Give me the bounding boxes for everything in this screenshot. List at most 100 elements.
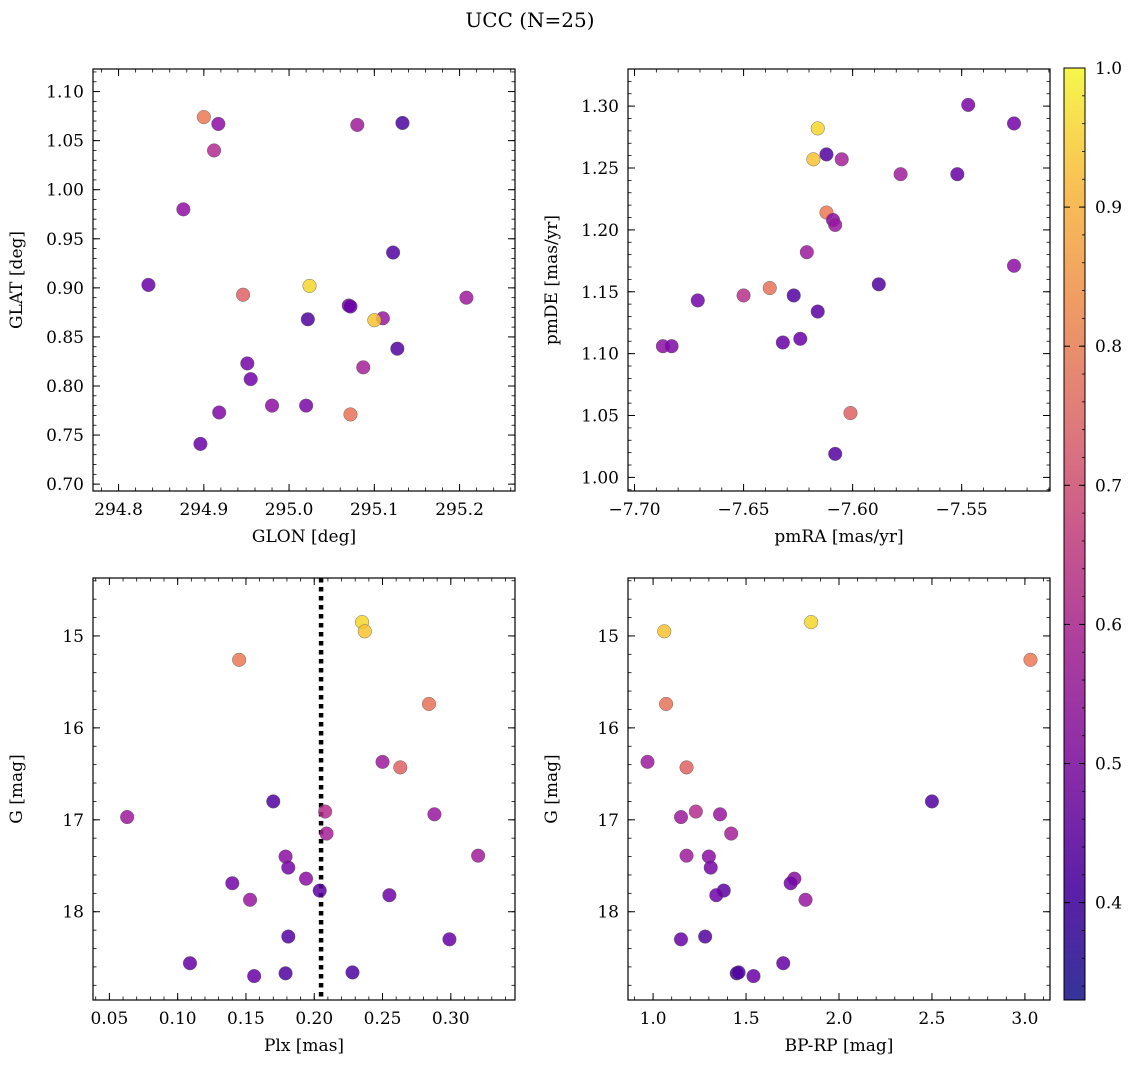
y-tick-label: 1.25 bbox=[581, 159, 619, 179]
y-tick-label: 1.15 bbox=[581, 283, 619, 303]
panel-1: 294.8 294.9 295.0 295.1 295.2 0.70 0.75 0.80 0.8… bbox=[7, 68, 516, 547]
data-point bbox=[427, 807, 442, 822]
panel-4: 1.0 1.5 2.0 2.5 3.0 15 16 17 18 BP-RP [mag] G [mag… bbox=[542, 577, 1051, 1056]
x-tick-label: 295.1 bbox=[350, 500, 399, 520]
data-point bbox=[664, 339, 679, 354]
x-axis-label: GLON [deg] bbox=[252, 527, 356, 547]
data-point bbox=[471, 848, 486, 863]
data-point bbox=[196, 110, 211, 125]
data-point bbox=[871, 277, 886, 292]
y-tick-label: 17 bbox=[62, 811, 84, 831]
x-tick-label: 0.25 bbox=[364, 1009, 402, 1029]
data-point bbox=[679, 848, 694, 863]
y-tick-label: 0.95 bbox=[46, 230, 84, 250]
y-tick-label: 1.05 bbox=[581, 407, 619, 427]
data-point bbox=[299, 398, 314, 413]
y-axis-label: GLAT [deg] bbox=[7, 231, 27, 329]
data-point bbox=[281, 929, 296, 944]
data-point bbox=[345, 965, 360, 980]
colorbar-tick-label: 0.5 bbox=[1095, 755, 1122, 775]
data-point bbox=[1023, 652, 1038, 667]
y-tick-label: 15 bbox=[597, 627, 619, 647]
y-tick-label: 1.00 bbox=[46, 181, 84, 201]
x-axis-label: BP-RP [mag] bbox=[785, 1036, 894, 1056]
data-point bbox=[211, 116, 226, 131]
data-point bbox=[367, 313, 382, 328]
data-point bbox=[281, 860, 296, 875]
data-point bbox=[688, 804, 703, 819]
data-point bbox=[776, 956, 791, 971]
y-tick-label: 1.10 bbox=[581, 345, 619, 365]
x-tick-label: 2.0 bbox=[825, 1009, 852, 1029]
data-point bbox=[193, 436, 208, 451]
data-point bbox=[709, 888, 724, 903]
y-tick-label: 0.80 bbox=[46, 377, 84, 397]
data-point bbox=[421, 696, 436, 711]
y-tick-label: 15 bbox=[62, 627, 84, 647]
x-tick-label: 295.2 bbox=[435, 500, 484, 520]
data-point bbox=[810, 121, 825, 136]
data-point bbox=[673, 932, 688, 947]
data-point bbox=[1007, 116, 1022, 131]
data-point bbox=[828, 217, 843, 232]
data-point bbox=[395, 115, 410, 130]
colorbar-tick-label: 0.8 bbox=[1095, 337, 1122, 357]
y-axis-label: G [mag] bbox=[542, 754, 562, 823]
x-tick-label: 0.15 bbox=[227, 1009, 265, 1029]
axes-frame bbox=[627, 577, 1051, 1001]
data-point bbox=[141, 277, 156, 292]
x-tick-label: 1.5 bbox=[733, 1009, 760, 1029]
x-tick-label: 0.20 bbox=[295, 1009, 333, 1029]
data-point bbox=[834, 152, 849, 167]
x-axis-label: pmRA [mas/yr] bbox=[774, 527, 903, 547]
data-point bbox=[893, 167, 908, 182]
y-tick-label: 0.70 bbox=[46, 475, 84, 495]
data-point bbox=[382, 888, 397, 903]
data-point bbox=[775, 335, 790, 350]
axes-frame bbox=[92, 68, 516, 492]
x-tick-label: 1.0 bbox=[640, 1009, 667, 1029]
x-tick-label: −7.65 bbox=[718, 500, 770, 520]
axes-frame bbox=[627, 68, 1051, 492]
data-point bbox=[690, 293, 705, 308]
x-tick-label: 295.0 bbox=[265, 500, 314, 520]
x-tick-label: 3.0 bbox=[1011, 1009, 1038, 1029]
data-point bbox=[799, 245, 814, 260]
data-point bbox=[950, 167, 965, 182]
axes-frame bbox=[92, 577, 516, 1001]
data-point bbox=[386, 245, 401, 260]
data-point bbox=[319, 826, 334, 841]
x-tick-label: −7.70 bbox=[608, 500, 660, 520]
figure-title: UCC (N=25) bbox=[465, 8, 594, 32]
data-point bbox=[679, 760, 694, 775]
data-point bbox=[375, 754, 390, 769]
colorbar-tick-label: 0.7 bbox=[1095, 476, 1122, 496]
data-point bbox=[182, 956, 197, 971]
data-point bbox=[786, 288, 801, 303]
data-point bbox=[120, 810, 135, 825]
data-point bbox=[442, 932, 457, 947]
y-tick-label: 18 bbox=[62, 903, 84, 923]
data-point bbox=[247, 969, 262, 984]
data-point bbox=[673, 810, 688, 825]
y-axis-label: G [mag] bbox=[7, 754, 27, 823]
data-point bbox=[318, 804, 333, 819]
data-point bbox=[207, 143, 222, 158]
data-point bbox=[806, 152, 821, 167]
data-point bbox=[804, 615, 819, 630]
x-tick-label: 0.05 bbox=[90, 1009, 128, 1029]
x-tick-label: 294.8 bbox=[94, 500, 143, 520]
data-point bbox=[819, 147, 834, 162]
y-tick-label: 0.75 bbox=[46, 426, 84, 446]
data-point bbox=[703, 860, 718, 875]
y-tick-label: 17 bbox=[597, 811, 619, 831]
data-point bbox=[240, 356, 255, 371]
data-point bbox=[243, 372, 258, 387]
data-point bbox=[343, 407, 358, 422]
x-tick-label: −7.55 bbox=[936, 500, 988, 520]
x-axis-label: Plx [mas] bbox=[264, 1036, 344, 1056]
y-tick-label: 1.05 bbox=[46, 132, 84, 152]
y-tick-label: 0.85 bbox=[46, 328, 84, 348]
data-point bbox=[698, 929, 713, 944]
